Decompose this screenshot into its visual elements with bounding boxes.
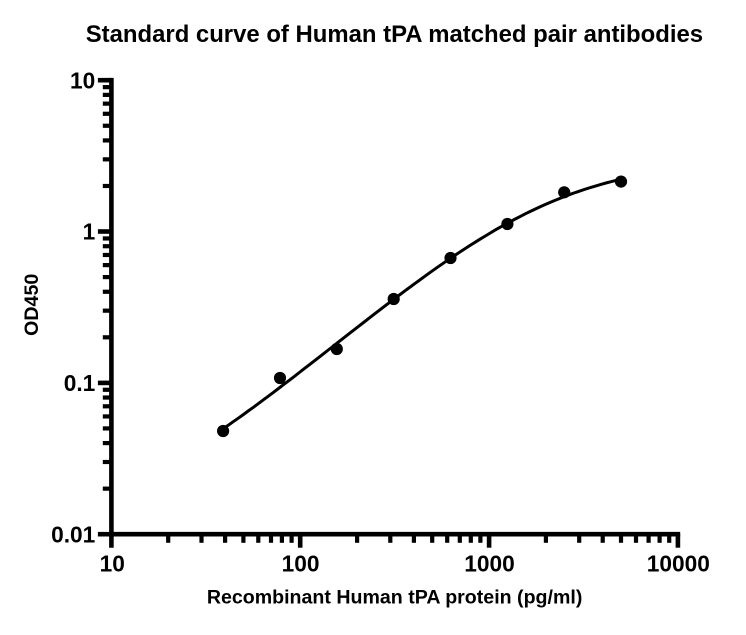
svg-text:0.1: 0.1	[64, 370, 96, 396]
svg-text:OD450: OD450	[21, 274, 43, 336]
svg-text:Recombinant Human tPA protein: Recombinant Human tPA protein (pg/ml)	[207, 587, 583, 609]
svg-text:10: 10	[100, 550, 125, 576]
svg-text:10: 10	[70, 67, 95, 93]
svg-text:100: 100	[282, 550, 320, 576]
svg-text:1000: 1000	[464, 550, 514, 576]
svg-text:10000: 10000	[647, 550, 710, 576]
svg-text:1: 1	[83, 219, 96, 245]
svg-text:Standard curve of Human tPA ma: Standard curve of Human tPA matched pair…	[86, 21, 703, 48]
svg-text:0.01: 0.01	[51, 521, 95, 547]
